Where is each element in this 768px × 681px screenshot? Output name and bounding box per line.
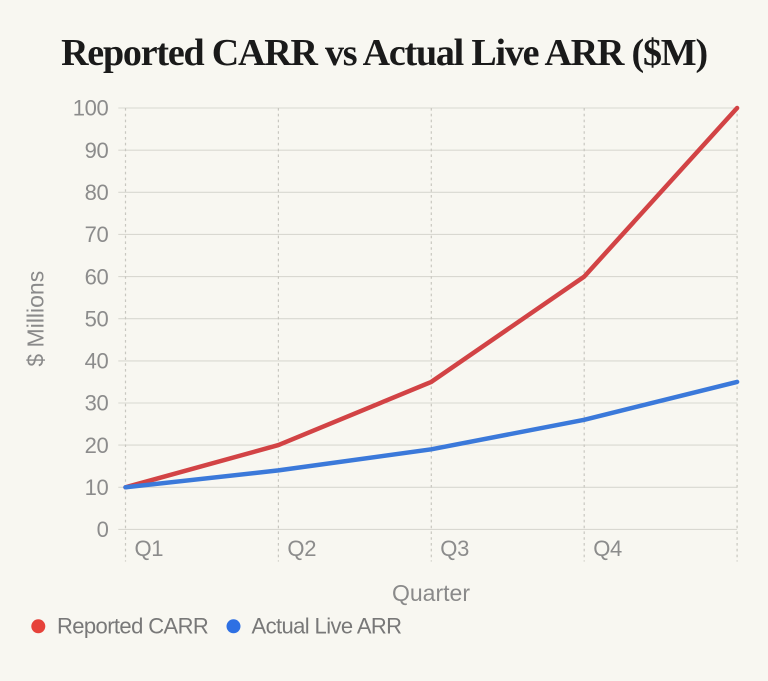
svg-text:100: 100	[73, 96, 109, 121]
svg-text:50: 50	[85, 306, 109, 331]
svg-text:Quarter: Quarter	[392, 580, 470, 606]
svg-text:Q2: Q2	[287, 536, 316, 561]
svg-text:60: 60	[85, 264, 109, 289]
svg-text:$ Millions: $ Millions	[23, 271, 49, 367]
svg-text:40: 40	[85, 349, 109, 374]
svg-text:Q1: Q1	[135, 536, 164, 561]
svg-text:30: 30	[85, 391, 109, 416]
svg-text:Reported CARR: Reported CARR	[57, 614, 208, 639]
svg-text:Reported CARR vs Actual Live A: Reported CARR vs Actual Live ARR ($M)	[61, 32, 707, 74]
svg-text:Q4: Q4	[593, 536, 622, 561]
svg-text:Actual Live ARR: Actual Live ARR	[252, 614, 402, 639]
svg-text:10: 10	[85, 475, 109, 500]
svg-text:90: 90	[85, 138, 109, 163]
svg-text:80: 80	[85, 180, 109, 205]
svg-text:20: 20	[85, 433, 109, 458]
svg-text:0: 0	[97, 517, 109, 542]
svg-text:70: 70	[85, 222, 109, 247]
svg-text:Q3: Q3	[440, 536, 469, 561]
